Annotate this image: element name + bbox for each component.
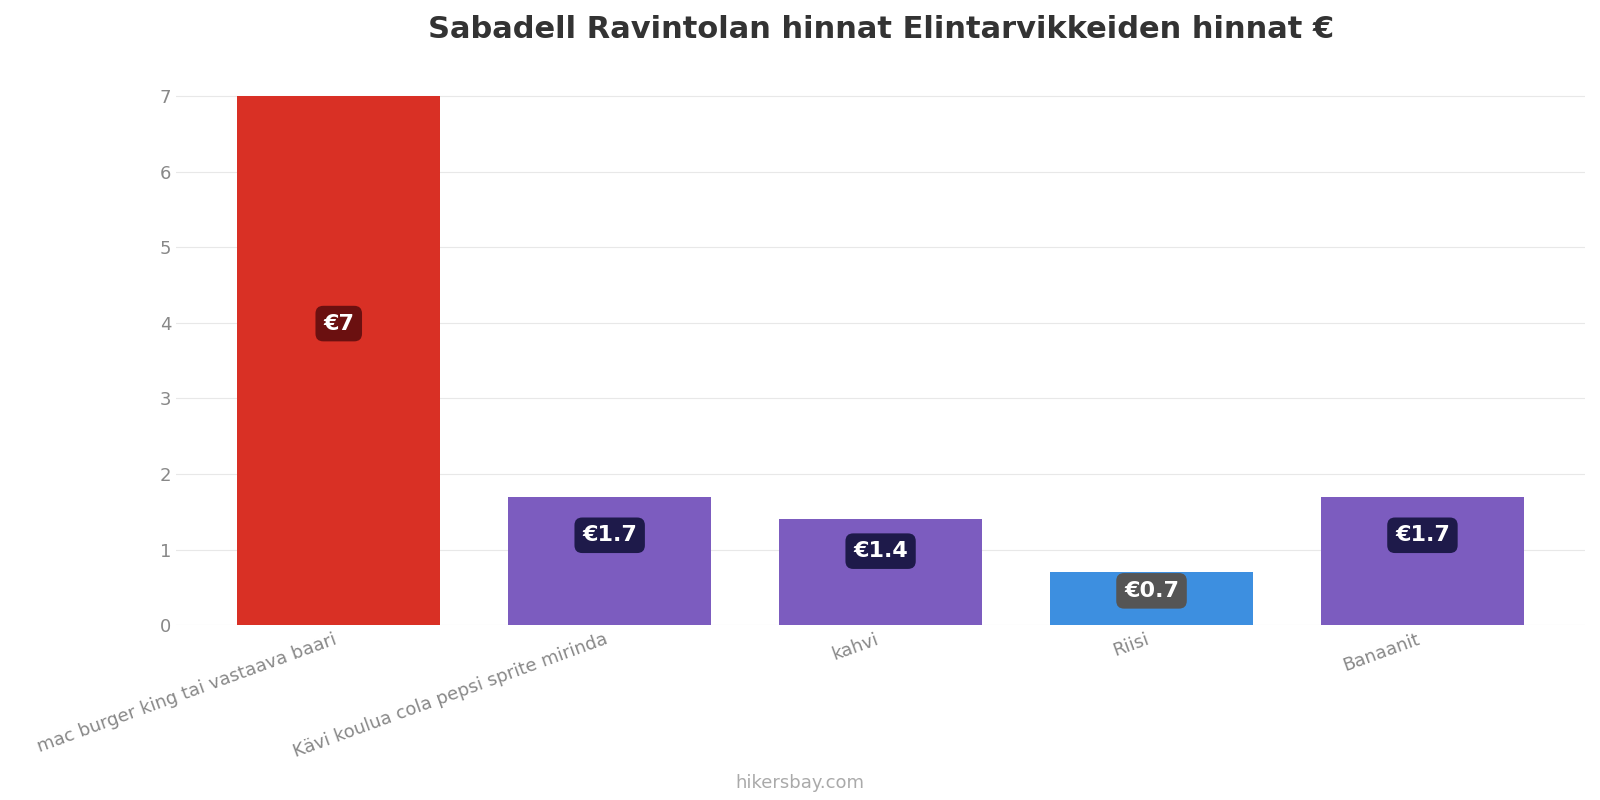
Bar [779,519,982,626]
Text: hikersbay.com: hikersbay.com [736,774,864,792]
Bar [509,497,712,626]
Bar [237,96,440,626]
Text: €1.7: €1.7 [1395,526,1450,546]
Text: €1.4: €1.4 [853,541,907,561]
Text: €1.7: €1.7 [582,526,637,546]
Bar [1050,572,1253,626]
Title: Sabadell Ravintolan hinnat Elintarvikkeiden hinnat €: Sabadell Ravintolan hinnat Elintarvikkei… [427,15,1334,44]
Bar [1322,497,1525,626]
Text: €7: €7 [323,314,354,334]
Text: €0.7: €0.7 [1125,581,1179,601]
